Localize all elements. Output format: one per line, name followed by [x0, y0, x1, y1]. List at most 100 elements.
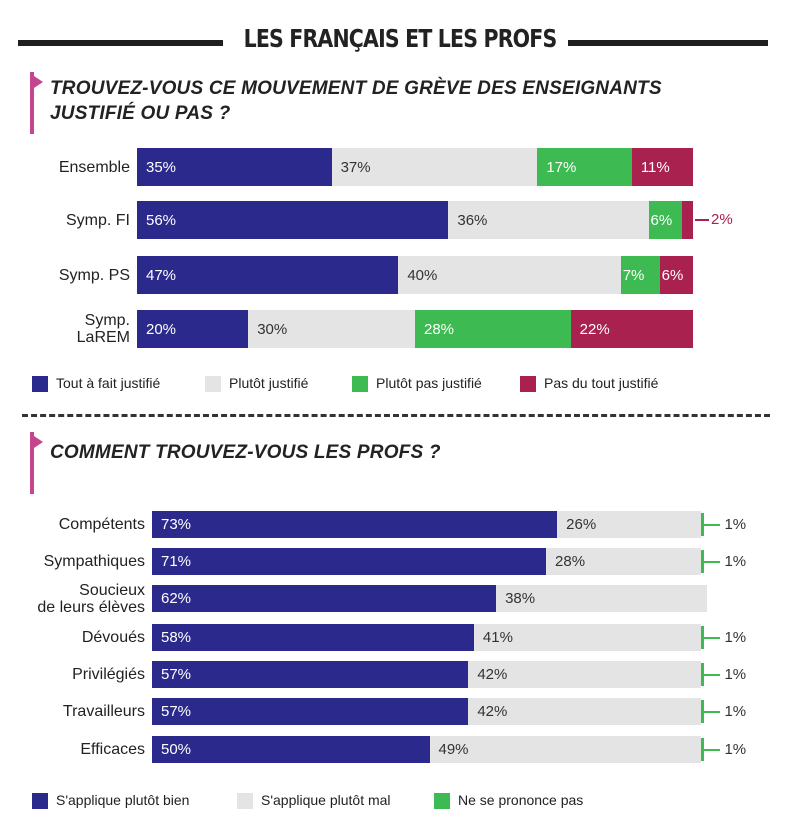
data-label: 50% [161, 741, 192, 758]
category-label-line: Symp. FI [65, 211, 130, 229]
category-label-line: Symp. [84, 312, 130, 329]
category-label: Privilégiés [10, 666, 145, 683]
bar-segment: 28% [415, 310, 571, 348]
legend-swatch [434, 793, 450, 809]
category-label-line: Sympathiques [43, 553, 145, 570]
category-label-line: Dévoués [81, 629, 145, 646]
category-label: Sympathiques [10, 553, 145, 570]
data-label: 42% [477, 703, 508, 720]
bar-segment: 22% [570, 310, 693, 348]
chart-main-title: LES FRANÇAIS ET LES PROFS [243, 24, 558, 53]
green-tick-mark [701, 513, 705, 536]
green-tick-mark [701, 738, 705, 761]
bar-segment: 6% [648, 201, 682, 239]
legend-swatch [237, 793, 253, 809]
bar-segment: 36% [448, 201, 649, 239]
bar-segment: 38% [496, 585, 707, 612]
annotation-leader-line [704, 560, 721, 563]
bar-segment: 71% [152, 548, 547, 575]
bar-segment: 73% [152, 511, 558, 538]
legend-swatch [352, 376, 368, 392]
data-label: 30% [257, 320, 288, 338]
annotation-label: 2% [711, 211, 733, 228]
category-label-line: Symp. PS [58, 266, 130, 284]
chart1-title-line: TROUVEZ-VOUS CE MOUVEMENT DE GRÈVE DES E… [50, 78, 662, 99]
data-label: 49% [438, 741, 469, 758]
data-label: 41% [482, 629, 513, 646]
bar-segment: 30% [248, 310, 415, 348]
question-accent-tick-1 [34, 76, 43, 88]
data-label: 20% [146, 320, 177, 338]
annotation-leader-line [704, 710, 721, 713]
category-label-line: Compétents [58, 516, 145, 533]
green-tick-mark [701, 626, 705, 649]
legend-swatch [32, 376, 48, 392]
data-label: 28% [424, 320, 455, 338]
category-label: Symp. PS [20, 267, 130, 284]
data-label: 1% [724, 702, 747, 720]
bar-segment: 57% [152, 661, 469, 688]
data-label: 40% [407, 266, 438, 284]
chart1-title: TROUVEZ-VOUS CE MOUVEMENT DE GRÈVE DES E… [50, 76, 662, 126]
annotation-leader-line [695, 219, 709, 221]
bar-segment: 11% [631, 148, 693, 186]
bar-segment: 56% [137, 201, 449, 239]
category-label: Dévoués [10, 629, 145, 646]
annotation-leader-line [704, 523, 721, 526]
category-label: Travailleurs [10, 703, 145, 720]
category-label-line: Soucieux [79, 581, 145, 599]
data-label: 22% [579, 320, 610, 338]
data-label: 1% [724, 515, 747, 533]
bar-segment: 26% [557, 511, 702, 538]
green-tick-mark [701, 663, 705, 686]
legend-entry: S'applique plutôt bien [56, 792, 190, 808]
legend-entry: Pas du tout justifié [544, 375, 659, 391]
bar-segment: 50% [152, 736, 430, 763]
legend-entry: Ne se prononce pas [458, 792, 584, 808]
bar-segment: 49% [429, 736, 702, 763]
legend-entry: S'applique plutôt mal [261, 792, 391, 808]
green-tick-mark [701, 550, 705, 573]
legend-swatch [205, 376, 221, 392]
category-label-line: Ensemble [58, 158, 130, 176]
bar-segment: 42% [468, 698, 702, 725]
data-label: 26% [566, 516, 597, 533]
category-label-line: Efficaces [80, 741, 145, 758]
data-label: 7% [622, 266, 645, 284]
bar-segment: 35% [137, 148, 332, 186]
question-accent-bar-2 [30, 432, 34, 494]
bar-segment: 7% [620, 256, 660, 294]
category-label-line: Travailleurs [62, 703, 145, 720]
data-label: 6% [661, 266, 684, 284]
category-label: Symp. LaREM [20, 312, 130, 346]
bar-segment: 28% [546, 548, 702, 575]
bar-segment: 17% [537, 148, 632, 186]
bar-segment: 42% [468, 661, 702, 688]
data-label: 36% [457, 211, 488, 229]
data-label: 1% [724, 740, 747, 758]
bar-segment: 41% [473, 624, 702, 651]
bar-segment: 57% [152, 698, 469, 725]
title-rule-left [18, 40, 223, 46]
bar-segment: 37% [331, 148, 538, 186]
annotation-leader-line [704, 636, 721, 639]
title-rule-right [568, 40, 768, 46]
data-label: 47% [146, 266, 177, 284]
legend-entry: Plutôt pas justifié [376, 375, 482, 391]
category-label: Soucieux de leurs élèves [10, 582, 145, 616]
bar-segment: 20% [137, 310, 249, 348]
bar-segment: 40% [398, 256, 621, 294]
category-label: Symp. FI [20, 212, 130, 229]
data-label: 38% [505, 590, 536, 607]
data-label: 1% [724, 552, 747, 570]
legend-swatch [32, 793, 48, 809]
chart1-legend: Tout à fait justifié Plutôt justifié Plutô… [32, 375, 659, 392]
bar-segment: 58% [152, 624, 474, 651]
green-tick-mark [701, 700, 705, 723]
data-label: 56% [146, 211, 177, 229]
data-label: 11% [640, 158, 670, 176]
category-label-line: LaREM [76, 329, 130, 346]
data-label: 57% [161, 666, 192, 683]
